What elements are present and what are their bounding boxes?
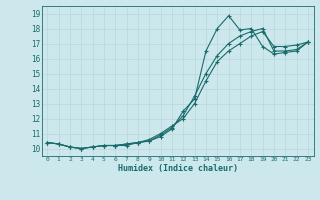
X-axis label: Humidex (Indice chaleur): Humidex (Indice chaleur) <box>118 164 237 173</box>
